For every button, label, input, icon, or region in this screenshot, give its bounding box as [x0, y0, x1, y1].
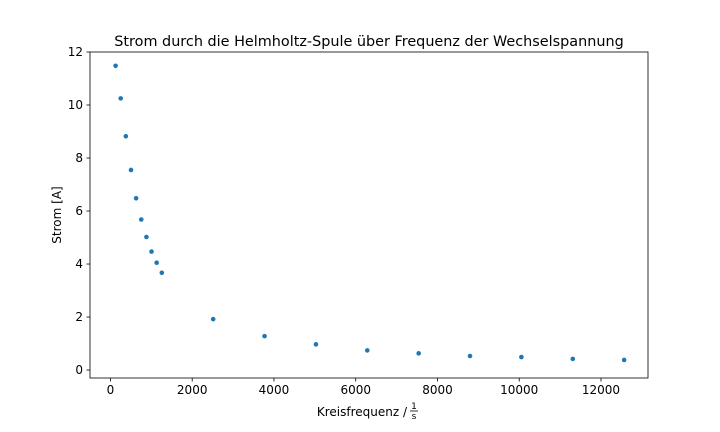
x-tick-label: 10000: [500, 383, 538, 397]
y-tick-label: 10: [68, 98, 83, 112]
data-point: [144, 234, 149, 240]
x-tick-label: 4000: [259, 383, 290, 397]
data-point: [519, 354, 524, 360]
data-point: [621, 357, 627, 363]
y-tick-label: 12: [68, 45, 83, 59]
x-tick-label: 2000: [177, 383, 208, 397]
x-axis-label: Kreisfrequenz / 1 s: [317, 402, 418, 422]
chart-title: Strom durch die Helmholtz-Spule über Fre…: [114, 34, 623, 50]
data-point: [149, 249, 154, 254]
data-points: [113, 63, 627, 363]
y-axis-ticks: 0 2 4 6 8 10 12: [68, 45, 90, 377]
data-point: [262, 333, 267, 339]
data-point: [123, 133, 129, 139]
y-tick-label: 8: [75, 151, 83, 165]
y-tick-label: 2: [75, 310, 83, 324]
data-point: [210, 316, 216, 322]
data-point: [467, 353, 473, 359]
plot-frame: [89, 51, 649, 379]
data-point: [133, 196, 139, 201]
data-point: [159, 270, 165, 276]
data-point: [570, 356, 576, 362]
x-tick-label: 8000: [422, 383, 453, 397]
data-point: [113, 63, 118, 69]
data-point: [364, 348, 370, 353]
data-point: [118, 96, 124, 101]
x-axis-label-text: Kreisfrequenz /: [317, 405, 408, 419]
y-tick-label: 4: [75, 257, 83, 271]
x-axis-ticks: 0 2000 4000 6000 8000 10000 12000: [107, 378, 620, 397]
x-tick-label: 6000: [340, 383, 371, 397]
data-point: [313, 342, 319, 347]
x-axis-unit-denominator: s: [412, 412, 417, 422]
data-point: [138, 217, 144, 222]
x-axis-unit-numerator: 1: [411, 402, 417, 412]
data-point: [416, 351, 421, 356]
x-tick-label: 0: [107, 383, 115, 397]
y-tick-label: 6: [75, 204, 83, 218]
y-axis-label: Strom [A]: [50, 186, 64, 243]
data-point: [154, 260, 159, 266]
data-point: [128, 167, 134, 173]
x-tick-label: 12000: [582, 383, 620, 397]
y-tick-label: 0: [75, 363, 83, 377]
